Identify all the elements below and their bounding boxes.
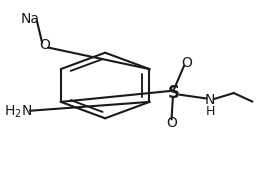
Text: N: N xyxy=(205,93,215,107)
Text: S: S xyxy=(168,84,180,102)
Text: O: O xyxy=(39,38,50,52)
Text: O: O xyxy=(166,116,177,130)
Text: Na: Na xyxy=(21,12,40,26)
Text: H: H xyxy=(206,105,215,118)
Text: O: O xyxy=(181,56,192,70)
Text: H$_2$N: H$_2$N xyxy=(4,103,32,120)
